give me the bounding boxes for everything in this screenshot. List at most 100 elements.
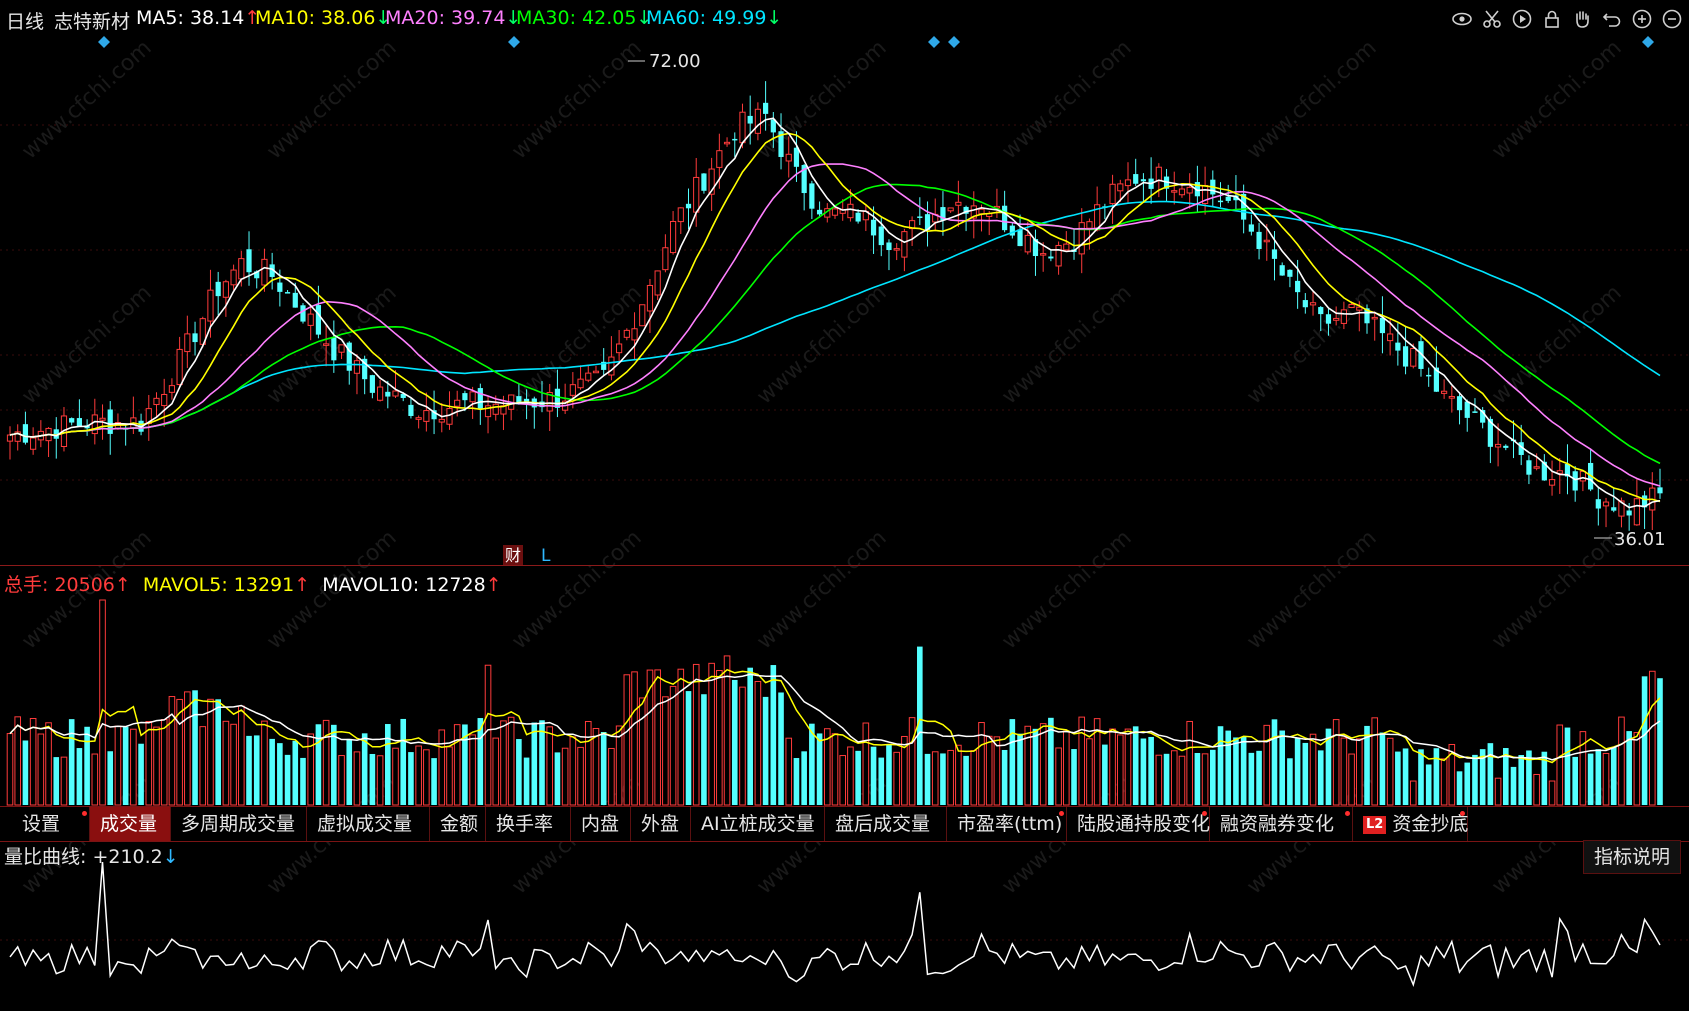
candle-down	[277, 282, 283, 292]
volume-bar-up	[1124, 728, 1132, 806]
candle-up	[669, 220, 677, 254]
tab-2[interactable]: 多周期成交量	[171, 807, 307, 841]
notification-dot	[82, 811, 87, 816]
candle-up	[739, 111, 746, 144]
volume-bar-up	[1078, 716, 1086, 806]
volume-bar-down	[1225, 730, 1232, 805]
play-icon[interactable]	[1511, 8, 1533, 30]
volume-bar-up	[492, 737, 500, 806]
candle-down	[1233, 195, 1239, 201]
event-diamond-marker[interactable]	[98, 36, 110, 48]
volume-bar-up	[1093, 718, 1101, 806]
candle-down	[1048, 256, 1054, 259]
event-diamond-marker[interactable]	[508, 36, 520, 48]
volume-bar-down	[1302, 742, 1309, 805]
candle-up	[1117, 183, 1124, 192]
volume-ratio-header: 量比曲线: +210.2↓	[4, 846, 179, 868]
tab-10[interactable]: 市盈率(ttm)	[947, 807, 1067, 841]
candle-down	[763, 102, 769, 114]
candle-up	[353, 360, 361, 374]
tab-13[interactable]: L2 资金抄底	[1353, 807, 1468, 841]
zoom-out-icon[interactable]	[1661, 8, 1683, 30]
tab-5[interactable]: 换手率	[486, 807, 571, 841]
tab-7[interactable]: 外盘	[631, 807, 691, 841]
watermark: www.cfchi.com	[1242, 526, 1381, 655]
candle-down	[747, 115, 753, 124]
candle-down	[462, 393, 468, 401]
tab-9[interactable]: 盘后成交量	[825, 807, 947, 841]
event-diamond-marker[interactable]	[928, 36, 940, 48]
candle-up	[1356, 306, 1363, 311]
tab-label: 虚拟成交量	[317, 813, 413, 835]
candle-down	[778, 131, 784, 157]
scissors-icon[interactable]	[1481, 8, 1503, 30]
volume-bar-up	[446, 746, 453, 806]
candle-up	[438, 418, 445, 423]
volume-bar-down	[331, 724, 337, 805]
volume-bar-up	[1332, 719, 1340, 806]
tab-8[interactable]: AI立桩成交量	[691, 807, 825, 841]
candle-up	[1579, 470, 1586, 482]
indicator-explain-button[interactable]: 指标说明	[1582, 840, 1681, 874]
candle-up	[1024, 234, 1031, 253]
candle-up	[1348, 304, 1355, 309]
candle-down	[816, 209, 823, 215]
tab-4[interactable]: 金额	[430, 807, 486, 841]
candle-up	[161, 393, 168, 407]
ma60-indicator: MA60: 49.99↓	[646, 7, 783, 29]
tab-3[interactable]: 虚拟成交量	[307, 807, 430, 841]
volume-bar-down	[107, 751, 114, 805]
candle-up	[415, 417, 422, 420]
candle-up	[238, 258, 245, 280]
undo-icon[interactable]	[1601, 8, 1623, 30]
period-label[interactable]: 日线	[6, 11, 45, 33]
tab-6[interactable]: 内盘	[571, 807, 631, 841]
candle-down	[1133, 174, 1139, 184]
candle-up	[1602, 501, 1610, 507]
candle-up	[91, 414, 98, 435]
candle-down	[809, 183, 815, 209]
volume-bar-up	[207, 698, 214, 806]
volume-bar-down	[801, 751, 807, 805]
candle-down	[215, 281, 221, 297]
eye-icon[interactable]	[1451, 8, 1473, 30]
volume-bar-down	[1502, 748, 1509, 805]
volume-bar-up	[1348, 753, 1355, 806]
volume-bar-up	[662, 696, 669, 806]
candle-down	[1626, 510, 1632, 516]
volume-bar-down	[122, 726, 129, 805]
volume-bar-up	[353, 751, 361, 806]
candle-up	[1387, 333, 1394, 342]
tab-0[interactable]: 设置	[12, 807, 90, 841]
lock-icon[interactable]	[1541, 8, 1563, 30]
volume-bar-up	[29, 717, 37, 806]
hand-icon[interactable]	[1571, 8, 1593, 30]
candle-down	[1302, 300, 1308, 308]
volume-bar-up	[261, 720, 268, 806]
candle-up	[978, 208, 985, 215]
event-diamond-marker[interactable]	[948, 36, 960, 48]
candle-down	[1194, 182, 1200, 197]
finance-event-marker[interactable]	[503, 545, 523, 565]
tab-1[interactable]: 成交量	[90, 807, 171, 841]
tab-11[interactable]: 陆股通持股变化	[1067, 807, 1210, 841]
candle-down	[1256, 231, 1262, 249]
event-diamond-marker[interactable]	[1642, 36, 1654, 48]
volume-bar-down	[1395, 751, 1401, 805]
tab-12[interactable]: 融资融券变化	[1210, 807, 1353, 841]
volume-bar-up	[561, 747, 569, 806]
l-marker-label[interactable]: L	[541, 546, 551, 566]
volume-bar-up	[307, 733, 315, 806]
volume-bar-up	[507, 716, 515, 806]
watermark: www.cfchi.com	[752, 526, 891, 655]
ma60-line	[9, 200, 1661, 438]
volume-bar-up	[1063, 730, 1070, 806]
volume-bar-down	[477, 718, 484, 805]
volume-bar-down	[385, 724, 391, 805]
candle-down	[1271, 249, 1278, 259]
zoom-in-icon[interactable]	[1631, 8, 1653, 30]
watermark: www.cfchi.com	[507, 526, 646, 655]
candle-up	[631, 328, 638, 341]
candle-down	[855, 212, 861, 222]
